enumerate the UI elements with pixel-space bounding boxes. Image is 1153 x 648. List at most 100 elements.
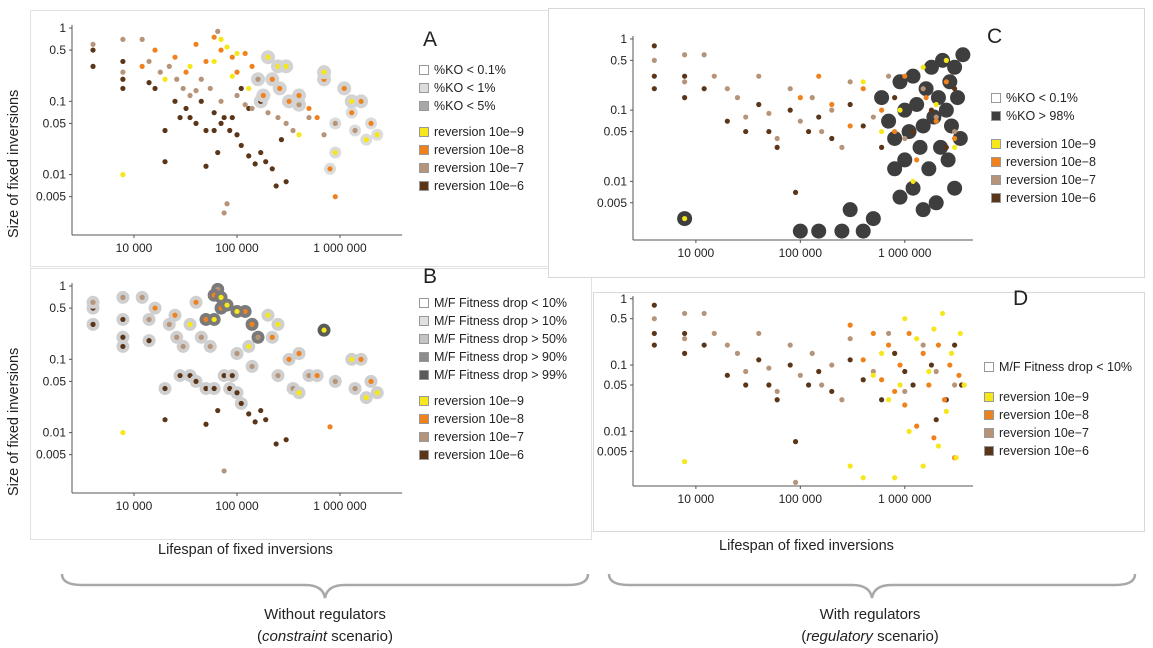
plot-d: 1 0.5 0.1 0.05 0.01 0.005 10 000 100 000 1 000 0… xyxy=(597,292,973,508)
halo-mark xyxy=(909,97,925,113)
data-point xyxy=(218,47,224,53)
data-point xyxy=(332,378,338,384)
data-point xyxy=(724,372,730,378)
data-point xyxy=(860,475,866,481)
legend-c-halo: %KO < 0.1% %KO > 98% xyxy=(991,89,1096,125)
data-point xyxy=(870,114,876,120)
data-point xyxy=(819,128,825,135)
data-point xyxy=(879,144,885,150)
data-point xyxy=(682,73,688,79)
data-point xyxy=(792,189,799,195)
legend-a-rates-item: reversion 10e−9 xyxy=(419,123,524,141)
data-point xyxy=(252,419,258,425)
data-point xyxy=(139,63,145,69)
data-point xyxy=(187,114,193,121)
data-point xyxy=(774,135,780,142)
data-point xyxy=(910,178,916,184)
x-tick-label: 100 000 xyxy=(779,246,823,260)
data-point xyxy=(947,362,953,368)
x-tick-label: 1 000 000 xyxy=(313,499,367,513)
data-point xyxy=(933,368,939,375)
data-point xyxy=(682,95,688,101)
data-point xyxy=(224,44,230,50)
data-point xyxy=(756,101,762,108)
data-point xyxy=(221,468,227,474)
halo-mark xyxy=(928,195,944,211)
y-tick-label: 0.01 xyxy=(43,426,67,440)
data-point xyxy=(860,123,866,129)
data-point xyxy=(120,58,126,65)
legend-label: M/F Fitness drop < 10% xyxy=(999,360,1133,374)
data-point xyxy=(341,85,347,92)
series-reversion-10e-8 xyxy=(139,34,377,200)
data-point xyxy=(948,350,955,356)
legend-a: %KO < 0.1% %KO < 1% %KO < 5% reversion 10e… xyxy=(419,61,524,195)
data-point xyxy=(939,310,946,317)
series-reversion-10e-9 xyxy=(682,310,967,481)
y-tick-label: 0.1 xyxy=(610,103,627,117)
data-point xyxy=(120,69,126,75)
y-tick-label: 0.005 xyxy=(597,444,627,458)
data-point xyxy=(711,73,717,79)
data-point xyxy=(935,342,942,348)
data-point xyxy=(957,330,963,337)
data-point xyxy=(249,105,255,112)
data-point xyxy=(682,310,688,317)
data-point xyxy=(296,132,302,138)
data-point xyxy=(278,137,285,143)
data-point xyxy=(766,365,772,371)
data-point xyxy=(682,336,688,342)
legend-label: reversion 10e−7 xyxy=(1006,173,1096,187)
data-point xyxy=(218,36,224,42)
data-point xyxy=(879,397,885,403)
legend-label: reversion 10e−7 xyxy=(434,161,524,175)
data-point xyxy=(263,159,269,165)
legend-c-rates-item: reversion 10e−9 xyxy=(991,135,1096,153)
data-point xyxy=(953,455,959,461)
data-point xyxy=(892,95,898,101)
y-tick-label: 0.05 xyxy=(604,125,628,139)
data-point xyxy=(885,342,892,348)
panel-letter-a: A xyxy=(423,28,438,51)
data-point xyxy=(701,310,707,317)
series-reversion-10e-8 xyxy=(148,288,378,430)
legend-swatch xyxy=(419,334,429,344)
y-axis-label-b: Size of fixed inversions xyxy=(6,347,22,496)
data-point xyxy=(902,402,908,408)
y-tick-label: 0.01 xyxy=(604,424,628,438)
data-point xyxy=(215,407,221,414)
series-reversion-10e-9 xyxy=(682,57,958,222)
legend-b-rates-item: reversion 10e−6 xyxy=(419,446,567,464)
data-point xyxy=(265,54,271,60)
data-point xyxy=(902,388,908,395)
data-point xyxy=(277,85,283,92)
x-tick-label: 100 000 xyxy=(779,492,823,506)
data-point xyxy=(177,372,183,379)
data-point xyxy=(724,342,730,348)
series-reversion-10e-7 xyxy=(86,282,362,474)
data-point xyxy=(207,85,213,92)
data-point xyxy=(265,312,271,318)
data-point xyxy=(892,475,898,481)
data-point xyxy=(306,105,312,112)
legend-c: %KO < 0.1% %KO > 98% reversion 10e−9 rever… xyxy=(991,89,1096,207)
data-point xyxy=(198,98,204,104)
legend-c-halo-item: %KO > 98% xyxy=(991,107,1096,125)
data-point xyxy=(286,98,292,104)
data-point xyxy=(847,79,853,85)
legend-swatch xyxy=(984,428,994,438)
legend-swatch xyxy=(984,392,994,402)
data-point xyxy=(860,357,866,363)
x-tick-label: 1 000 000 xyxy=(313,241,367,255)
data-point xyxy=(910,128,916,135)
legend-swatch xyxy=(419,370,429,380)
data-point xyxy=(198,334,204,340)
halo-mark xyxy=(923,59,939,75)
y-tick-label: 0.01 xyxy=(43,168,67,182)
series-reversion-10e-6 xyxy=(651,43,958,195)
data-point xyxy=(870,368,876,375)
data-point xyxy=(829,362,835,368)
data-point xyxy=(234,390,240,396)
data-point xyxy=(227,385,233,392)
data-point xyxy=(221,210,227,216)
